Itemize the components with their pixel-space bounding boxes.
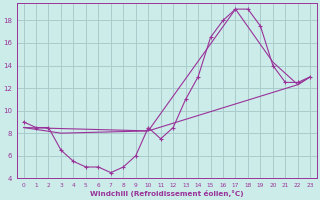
X-axis label: Windchill (Refroidissement éolien,°C): Windchill (Refroidissement éolien,°C) (90, 190, 244, 197)
